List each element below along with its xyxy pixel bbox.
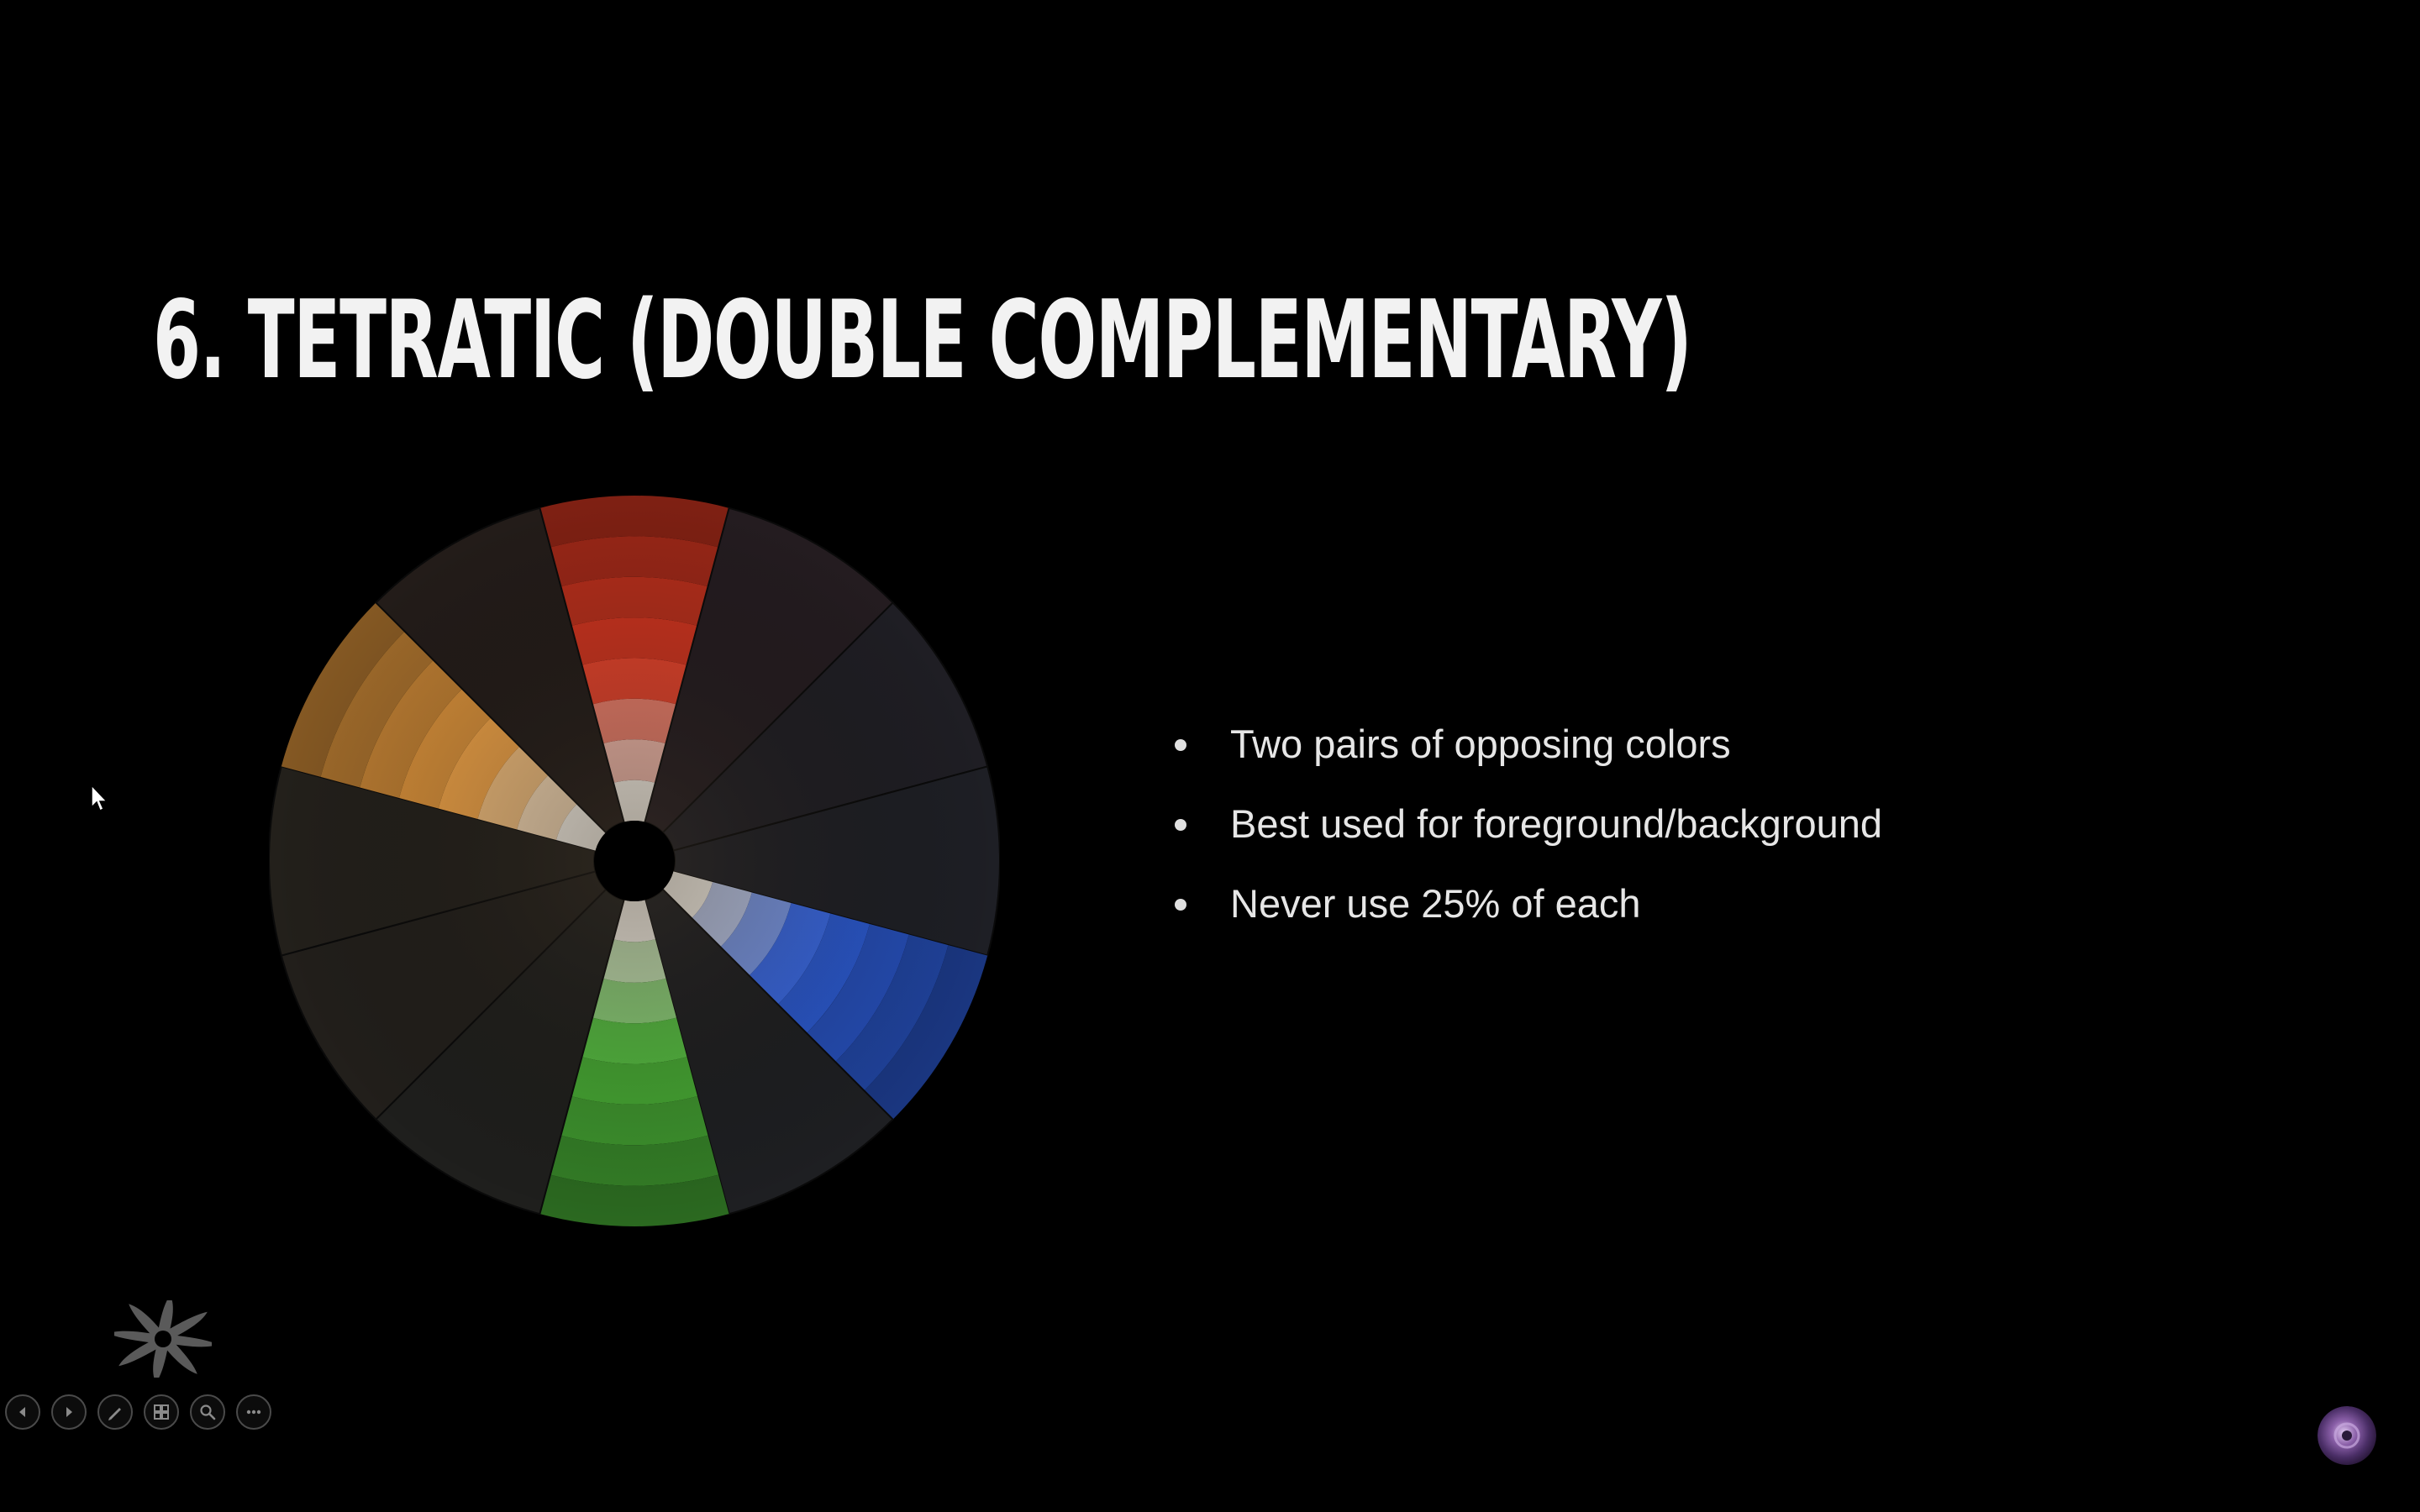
previous-slide-icon <box>19 1407 25 1417</box>
aperture-blade <box>168 1334 212 1347</box>
bullet-item: Never use 25% of each <box>1171 869 1882 949</box>
see-all-slides-icon <box>154 1404 169 1420</box>
wheel-center-hole <box>594 821 675 901</box>
aperture-blade <box>153 1343 169 1378</box>
bullet-dot <box>1175 899 1186 911</box>
bullet-text: Best used for foreground/background <box>1230 801 1883 846</box>
previous-slide-button[interactable] <box>5 1394 40 1430</box>
bullet-item: Best used for foreground/background <box>1171 790 1882 869</box>
wheel-color-ring <box>571 1057 698 1105</box>
zoom-icon <box>200 1404 216 1420</box>
see-all-slides-button[interactable] <box>144 1394 179 1430</box>
presenter-toolbar <box>5 1394 271 1431</box>
next-slide-icon <box>66 1407 72 1417</box>
wheel-color-ring <box>592 698 676 744</box>
wheel-color-ring <box>592 978 676 1024</box>
bullet-text: Never use 25% of each <box>1230 881 1641 926</box>
wheel-color-ring <box>571 617 698 665</box>
user-avatar-icon[interactable] <box>2317 1406 2376 1465</box>
wheel-color-ring <box>581 1017 687 1064</box>
aperture-blade <box>163 1311 208 1339</box>
next-slide-button[interactable] <box>51 1394 87 1430</box>
bullet-list: Two pairs of opposing colors Best used f… <box>1171 710 1882 949</box>
bullet-dot <box>1175 739 1186 751</box>
bullet-dot <box>1175 819 1186 831</box>
bullet-text: Two pairs of opposing colors <box>1230 722 1731 766</box>
wheel-color-ring <box>581 658 687 705</box>
aperture-blade <box>129 1304 163 1339</box>
aperture-logo-icon <box>114 1300 212 1378</box>
aperture-blade <box>118 1339 163 1367</box>
mouse-pointer-icon <box>91 785 108 812</box>
more-options-button[interactable] <box>236 1394 271 1430</box>
zoom-button[interactable] <box>190 1394 225 1430</box>
aperture-blade <box>157 1300 173 1335</box>
more-options-icon <box>246 1410 261 1415</box>
slide-title: 6. Tetratic (Double Complementary) <box>153 278 1692 403</box>
pen-tool-button[interactable] <box>97 1394 133 1430</box>
pen-icon <box>108 1408 121 1420</box>
aperture-blade <box>114 1331 158 1344</box>
aperture-blade <box>163 1339 197 1374</box>
bullet-item: Two pairs of opposing colors <box>1171 710 1882 790</box>
tetratic-color-wheel <box>269 496 1000 1226</box>
